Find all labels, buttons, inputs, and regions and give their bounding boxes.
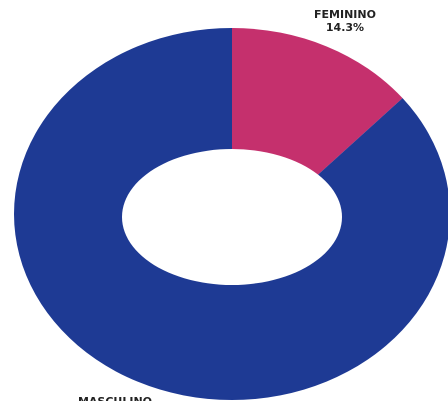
slice-value-label: 14.3% xyxy=(326,21,364,34)
slice-label: FEMININO xyxy=(314,8,376,21)
slice-label: MASCULINO xyxy=(78,395,152,401)
donut-slice xyxy=(232,28,403,175)
donut-slice xyxy=(13,28,448,400)
